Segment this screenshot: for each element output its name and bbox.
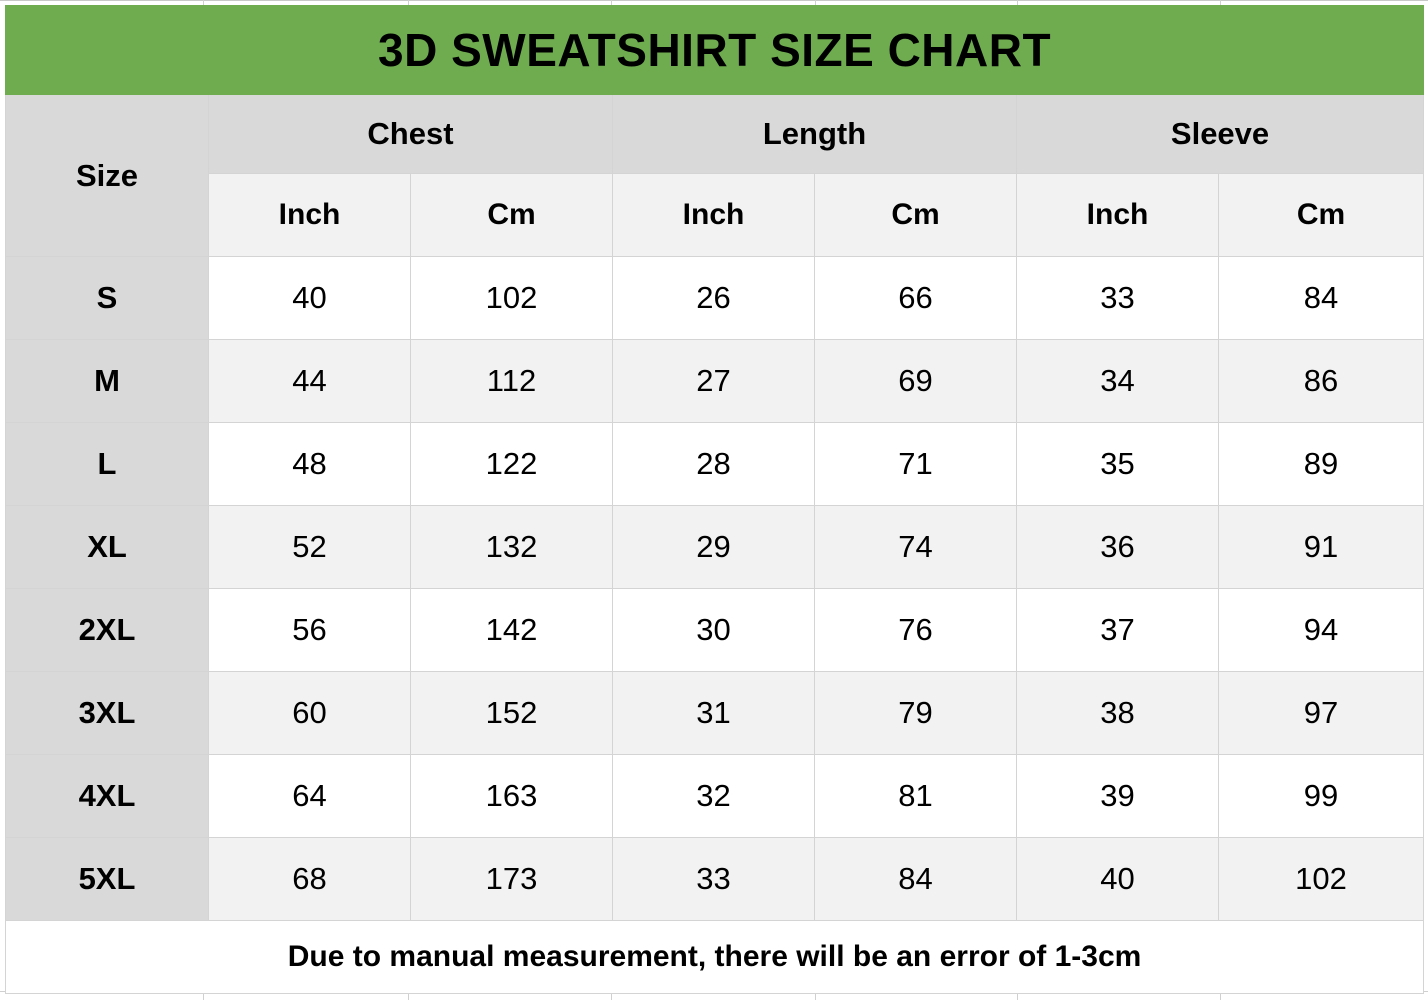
chest-inch-cell: 40 (208, 256, 411, 340)
sleeve-cm-cell: 94 (1217, 588, 1425, 672)
length-inch-cell: 26 (612, 256, 815, 340)
table-row: 5XL 68 173 33 84 40 102 (5, 837, 1425, 921)
table-footer: Due to manual measurement, there will be… (4, 920, 1425, 994)
length-cm-cell: 84 (814, 837, 1017, 921)
sleeve-cm-cell: 99 (1217, 754, 1425, 838)
sleeve-inch-cell: 40 (1016, 837, 1219, 921)
sleeve-inch-cell: 34 (1016, 339, 1219, 423)
length-cm-cell: 71 (814, 422, 1017, 506)
size-cell: 5XL (5, 837, 209, 921)
table-row: L 48 122 28 71 35 89 (5, 422, 1425, 506)
sleeve-inch-cell: 36 (1016, 505, 1219, 589)
note-row: Due to manual measurement, there will be… (4, 920, 1425, 994)
header-group-row: Size Chest Length Sleeve (5, 94, 1425, 257)
table-row: 4XL 64 163 32 81 39 99 (5, 754, 1425, 838)
chest-cm-cell: 112 (410, 339, 613, 423)
length-cm-cell: 81 (814, 754, 1017, 838)
length-inch-cell: 32 (612, 754, 815, 838)
size-cell: M (5, 339, 209, 423)
header-sleeve-inch: Inch (1016, 173, 1219, 257)
table-row: XL 52 132 29 74 36 91 (5, 505, 1425, 589)
table-body: S 40 102 26 66 33 84 M 44 112 27 69 34 8… (5, 256, 1425, 921)
length-inch-cell: 31 (612, 671, 815, 755)
sleeve-cm-cell: 102 (1217, 837, 1425, 921)
sleeve-inch-cell: 33 (1016, 256, 1219, 340)
chest-cm-cell: 122 (410, 422, 613, 506)
sleeve-inch-cell: 37 (1016, 588, 1219, 672)
length-inch-cell: 30 (612, 588, 815, 672)
header-chest-cm: Cm (410, 173, 613, 257)
measurement-note: Due to manual measurement, there will be… (4, 920, 1425, 994)
size-chart-container: 3D SWEATSHIRT SIZE CHART Size Chest Leng… (4, 5, 1425, 994)
chest-cm-cell: 132 (410, 505, 613, 589)
table-header: 3D SWEATSHIRT SIZE CHART Size Chest Leng… (4, 5, 1425, 257)
chest-inch-cell: 56 (208, 588, 411, 672)
sleeve-cm-cell: 84 (1217, 256, 1425, 340)
sleeve-inch-cell: 35 (1016, 422, 1219, 506)
length-inch-cell: 29 (612, 505, 815, 589)
chest-cm-cell: 163 (410, 754, 613, 838)
table-row: 2XL 56 142 30 76 37 94 (5, 588, 1425, 672)
chest-inch-cell: 60 (208, 671, 411, 755)
chest-inch-cell: 44 (208, 339, 411, 423)
table-row: M 44 112 27 69 34 86 (5, 339, 1425, 423)
header-unit-row: Inch Cm Inch Cm Inch Cm (6, 173, 1425, 257)
header-size: Size (5, 94, 209, 257)
sleeve-cm-cell: 89 (1217, 422, 1425, 506)
table-row: S 40 102 26 66 33 84 (5, 256, 1425, 340)
size-cell: 3XL (5, 671, 209, 755)
chest-cm-cell: 173 (410, 837, 613, 921)
chest-inch-cell: 48 (208, 422, 411, 506)
length-inch-cell: 27 (612, 339, 815, 423)
table-row: 3XL 60 152 31 79 38 97 (5, 671, 1425, 755)
length-cm-cell: 69 (814, 339, 1017, 423)
size-cell: S (5, 256, 209, 340)
chest-inch-cell: 52 (208, 505, 411, 589)
title-row: 3D SWEATSHIRT SIZE CHART (4, 5, 1425, 95)
chest-cm-cell: 142 (410, 588, 613, 672)
size-chart-table: 3D SWEATSHIRT SIZE CHART Size Chest Leng… (4, 5, 1425, 994)
chest-cm-cell: 102 (410, 256, 613, 340)
sleeve-cm-cell: 97 (1217, 671, 1425, 755)
size-cell: 4XL (5, 754, 209, 838)
header-sleeve-cm: Cm (1217, 173, 1425, 257)
chest-cm-cell: 152 (410, 671, 613, 755)
length-inch-cell: 33 (612, 837, 815, 921)
header-length-cm: Cm (814, 173, 1017, 257)
header-group-length: Length (612, 94, 1017, 174)
length-cm-cell: 74 (814, 505, 1017, 589)
header-group-chest: Chest (208, 94, 613, 174)
header-chest-inch: Inch (208, 173, 411, 257)
size-cell: L (5, 422, 209, 506)
sleeve-inch-cell: 39 (1016, 754, 1219, 838)
length-inch-cell: 28 (612, 422, 815, 506)
length-cm-cell: 66 (814, 256, 1017, 340)
chest-inch-cell: 64 (208, 754, 411, 838)
length-cm-cell: 79 (814, 671, 1017, 755)
header-length-inch: Inch (612, 173, 815, 257)
size-cell: XL (5, 505, 209, 589)
length-cm-cell: 76 (814, 588, 1017, 672)
sleeve-cm-cell: 91 (1217, 505, 1425, 589)
sleeve-inch-cell: 38 (1016, 671, 1219, 755)
chart-title: 3D SWEATSHIRT SIZE CHART (4, 5, 1425, 95)
sleeve-cm-cell: 86 (1217, 339, 1425, 423)
header-group-sleeve: Sleeve (1015, 94, 1425, 174)
chest-inch-cell: 68 (208, 837, 411, 921)
size-cell: 2XL (5, 588, 209, 672)
